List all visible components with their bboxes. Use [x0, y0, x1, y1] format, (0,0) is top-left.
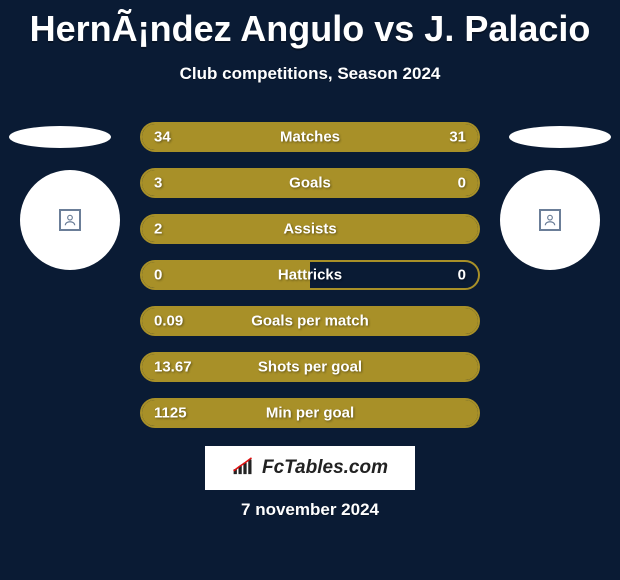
stat-bar-left	[142, 170, 401, 196]
footer-date: 7 november 2024	[241, 500, 379, 520]
stat-label: Shots per goal	[258, 359, 362, 376]
stat-row: 3 0 Goals	[140, 168, 480, 198]
stat-row: 2 Assists	[140, 214, 480, 244]
stat-label: Matches	[280, 129, 340, 146]
stat-value-right: 0	[458, 267, 466, 284]
stat-label: Goals per match	[251, 313, 369, 330]
stat-label: Min per goal	[266, 405, 354, 422]
stat-value-left: 13.67	[154, 359, 192, 376]
stat-label: Hattricks	[278, 267, 342, 284]
stat-value-right: 31	[449, 129, 466, 146]
player-left-disc-top	[9, 126, 111, 148]
page-title: HernÃ¡ndez Angulo vs J. Palacio	[0, 0, 620, 50]
avatar-placeholder-icon	[539, 209, 561, 231]
stat-label: Assists	[283, 221, 336, 238]
page-subtitle: Club competitions, Season 2024	[0, 64, 620, 84]
stat-value-right: 0	[458, 175, 466, 192]
branding-badge: FcTables.com	[205, 446, 415, 490]
stat-row: 34 31 Matches	[140, 122, 480, 152]
stat-row: 0.09 Goals per match	[140, 306, 480, 336]
avatar-placeholder-icon	[59, 209, 81, 231]
stat-value-left: 2	[154, 221, 162, 238]
player-left-avatar-disc	[20, 170, 120, 270]
stat-value-left: 1125	[154, 405, 187, 422]
stat-row: 1125 Min per goal	[140, 398, 480, 428]
stat-value-left: 0.09	[154, 313, 183, 330]
stats-container: 34 31 Matches 3 0 Goals 2 Assists 0 0 Hattricks 0.0…	[140, 122, 480, 444]
player-right-disc-top	[509, 126, 611, 148]
stat-bar-right	[401, 170, 478, 196]
stat-value-left: 0	[154, 267, 162, 284]
stat-value-left: 34	[154, 129, 171, 146]
stat-row: 13.67 Shots per goal	[140, 352, 480, 382]
stat-label: Goals	[289, 175, 331, 192]
branding-text: FcTables.com	[262, 457, 388, 479]
stat-value-left: 3	[154, 175, 162, 192]
stat-row: 0 0 Hattricks	[140, 260, 480, 290]
bar-chart-icon	[232, 455, 258, 482]
player-right-avatar-disc	[500, 170, 600, 270]
